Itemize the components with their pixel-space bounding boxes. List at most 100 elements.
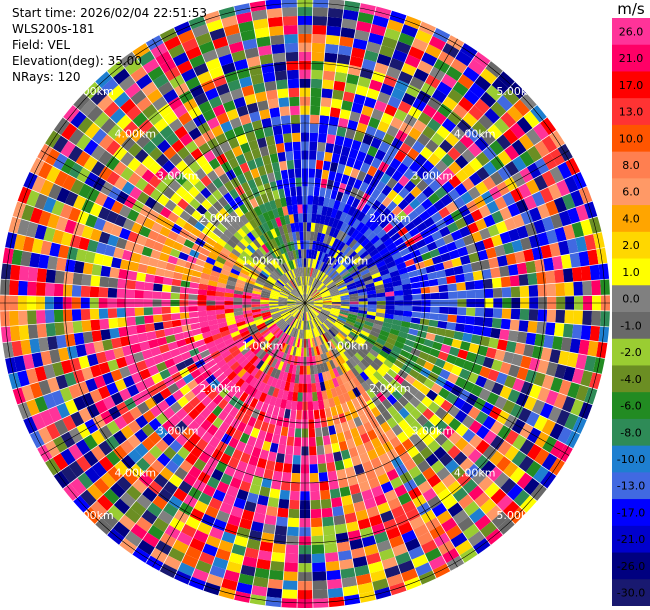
velocity-gate — [337, 477, 349, 489]
velocity-gate — [441, 118, 457, 133]
colorbar-swatch — [612, 392, 650, 420]
velocity-gate — [313, 304, 323, 308]
velocity-gate — [513, 489, 531, 507]
velocity-gate — [555, 309, 566, 324]
velocity-gate — [321, 224, 328, 235]
velocity-gate — [34, 395, 49, 413]
velocity-gate — [274, 525, 288, 536]
velocity-gate — [115, 237, 128, 250]
velocity-gate — [402, 390, 415, 402]
velocity-gate — [45, 166, 61, 184]
velocity-gate — [23, 171, 38, 190]
velocity-gate — [403, 401, 416, 414]
velocity-gate — [318, 284, 326, 292]
velocity-gate — [110, 224, 123, 238]
velocity-gate — [78, 407, 93, 423]
velocity-gate — [21, 384, 35, 402]
velocity-gate — [135, 73, 153, 90]
velocity-gate — [188, 576, 207, 591]
ray-separator — [398, 353, 574, 449]
velocity-gate — [130, 252, 142, 264]
velocity-gate — [322, 303, 332, 306]
velocity-gate — [456, 281, 466, 291]
velocity-gate — [170, 312, 181, 321]
velocity-gate — [366, 314, 376, 320]
velocity-gate — [386, 227, 398, 238]
velocity-gate — [375, 180, 387, 193]
velocity-gate — [5, 231, 18, 250]
velocity-gate — [279, 254, 286, 264]
velocity-gate — [305, 297, 313, 303]
velocity-gate — [189, 317, 200, 325]
velocity-gate — [462, 478, 478, 494]
velocity-gate — [537, 203, 551, 220]
velocity-gate — [533, 371, 546, 387]
velocity-gate — [386, 124, 400, 138]
velocity-gate — [295, 231, 301, 241]
velocity-gate — [381, 196, 393, 208]
colorbar-tick-label: -8.0 — [620, 426, 641, 439]
velocity-gate — [320, 498, 332, 509]
velocity-gate — [230, 268, 241, 276]
velocity-gate — [389, 378, 401, 390]
velocity-gate — [256, 494, 269, 506]
velocity-gate — [367, 477, 381, 489]
velocity-gate — [468, 105, 485, 121]
velocity-gate — [582, 310, 592, 326]
velocity-gate — [296, 338, 301, 348]
velocity-gate — [261, 477, 273, 489]
velocity-gate — [314, 427, 323, 438]
velocity-gate — [509, 274, 520, 287]
velocity-gate — [305, 303, 313, 309]
velocity-gate — [421, 125, 437, 140]
velocity-gate — [260, 299, 270, 303]
velocity-gate — [430, 132, 445, 147]
velocity-gate — [371, 522, 386, 536]
velocity-gate — [188, 287, 199, 295]
velocity-gate — [242, 556, 258, 568]
velocity-gate — [312, 292, 321, 299]
velocity-gate — [220, 349, 232, 359]
velocity-gate — [173, 21, 192, 36]
velocity-gate — [127, 448, 143, 464]
velocity-gate — [369, 374, 380, 385]
velocity-gate — [331, 218, 340, 229]
velocity-gate — [342, 257, 351, 266]
velocity-gate — [236, 257, 246, 266]
velocity-gate — [331, 305, 341, 308]
velocity-gate — [457, 73, 475, 90]
velocity-gate — [338, 285, 348, 291]
velocity-gate — [344, 466, 356, 478]
velocity-gate — [457, 494, 474, 510]
velocity-gate — [248, 341, 258, 350]
velocity-gate — [454, 217, 467, 230]
velocity-gate — [64, 219, 77, 235]
velocity-gate — [71, 308, 82, 322]
velocity-gate — [211, 189, 224, 201]
field-label: Field: VEL — [12, 38, 71, 52]
velocity-gate — [292, 346, 297, 356]
velocity-gate — [305, 303, 309, 312]
velocity-gate — [316, 232, 322, 242]
velocity-gate — [467, 448, 483, 464]
velocity-gate — [31, 412, 46, 431]
velocity-gate — [237, 324, 247, 331]
velocity-gate — [296, 319, 300, 329]
velocity-gate — [127, 419, 142, 435]
ray-separator — [340, 403, 408, 591]
ray-separator — [62, 367, 221, 489]
velocity-gate — [352, 341, 362, 350]
velocity-gate — [460, 191, 474, 205]
ray-separator — [44, 358, 215, 463]
velocity-gate — [213, 354, 224, 364]
azimuth-line — [152, 38, 458, 568]
velocity-gate — [445, 524, 463, 541]
velocity-gate — [262, 211, 271, 222]
velocity-gate — [102, 220, 115, 235]
velocity-gate — [206, 182, 218, 194]
velocity-gate — [266, 230, 275, 240]
velocity-gate — [327, 125, 338, 136]
velocity-gate — [269, 347, 277, 357]
velocity-gate — [407, 384, 419, 397]
velocity-gate — [294, 222, 300, 232]
